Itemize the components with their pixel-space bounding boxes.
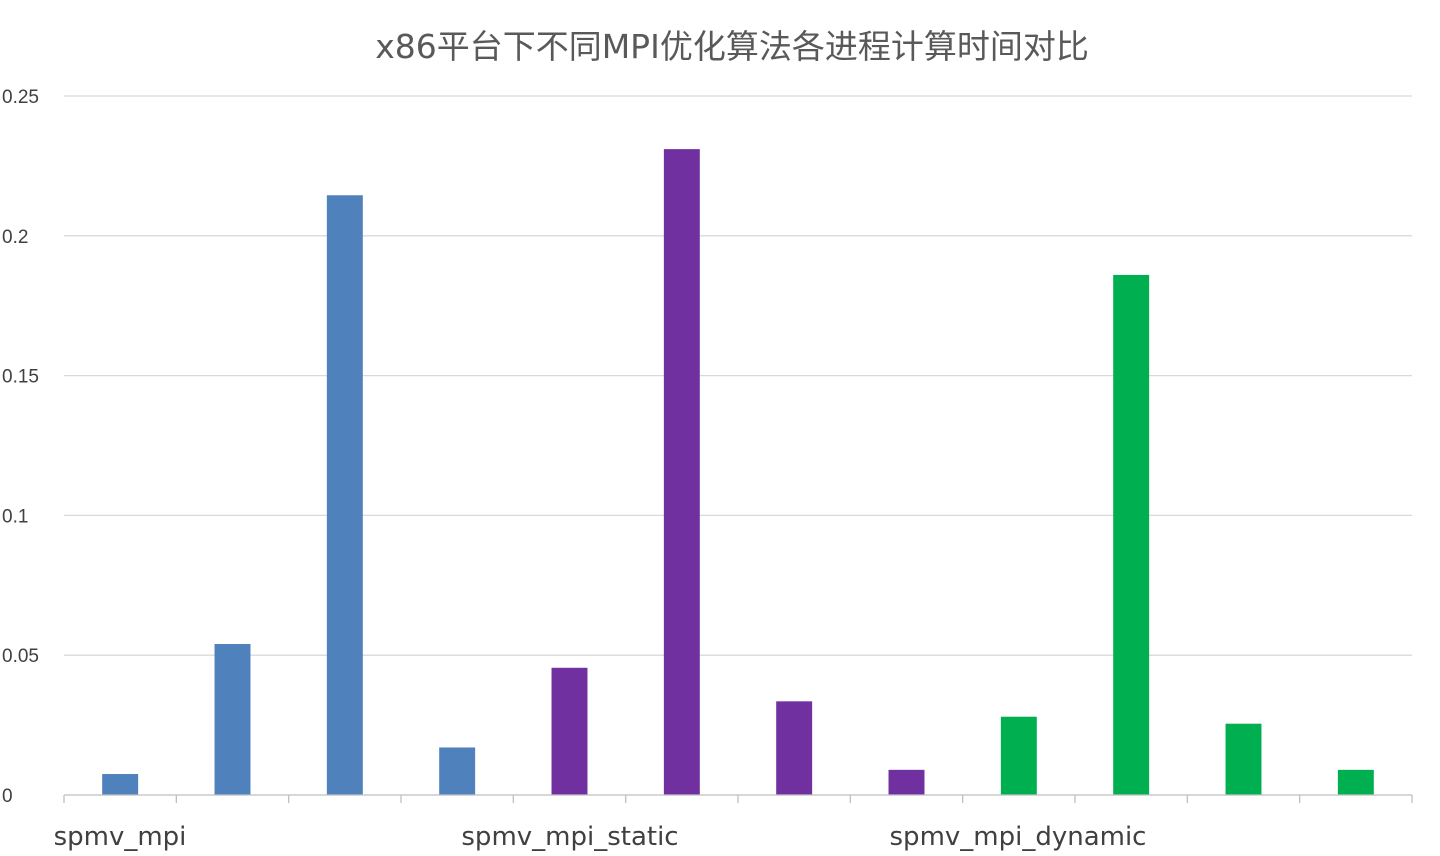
bar-spmv_mpi_static-4	[888, 769, 925, 795]
chart-title: x86平台下不同MPI优化算法各进程计算时间对比	[375, 27, 1089, 66]
y-tick-label: 0.1	[2, 506, 28, 527]
x-category-label: spmv_mpi_dynamic	[890, 822, 1147, 852]
x-category-label: spmv_mpi	[54, 822, 187, 852]
x-axis	[63, 794, 1413, 803]
bar-spmv_mpi_dynamic-4	[1337, 769, 1374, 795]
x-axis-category-labels: spmv_mpi spmv_mpi_static spmv_mpi_dynamic	[54, 822, 1147, 852]
x-category-label: spmv_mpi_static	[461, 822, 678, 852]
bar-spmv_mpi_dynamic-3	[1225, 723, 1262, 795]
bar-spmv_mpi_static-3	[776, 701, 813, 795]
y-tick-label: 0.2	[2, 227, 28, 248]
bar-spmv_mpi-1	[102, 774, 139, 795]
bar-spmv_mpi_dynamic-1	[1000, 716, 1037, 795]
gridlines	[64, 95, 1412, 656]
y-tick-label: 0.25	[2, 87, 39, 108]
bar-spmv_mpi_dynamic-2	[1113, 274, 1150, 796]
bars	[102, 149, 1374, 796]
bar-spmv_mpi_static-2	[663, 149, 700, 795]
bar-spmv_mpi-4	[439, 747, 476, 795]
bar-spmv_mpi-2	[214, 644, 251, 795]
y-tick-label: 0.15	[2, 367, 39, 388]
y-tick-label: 0	[2, 786, 13, 807]
bar-spmv_mpi_static-1	[551, 667, 588, 795]
bar-spmv_mpi-3	[326, 195, 363, 795]
y-axis-tick-labels: 0 0.05 0.1 0.15 0.2 0.25	[2, 87, 39, 807]
y-tick-label: 0.05	[2, 646, 39, 667]
